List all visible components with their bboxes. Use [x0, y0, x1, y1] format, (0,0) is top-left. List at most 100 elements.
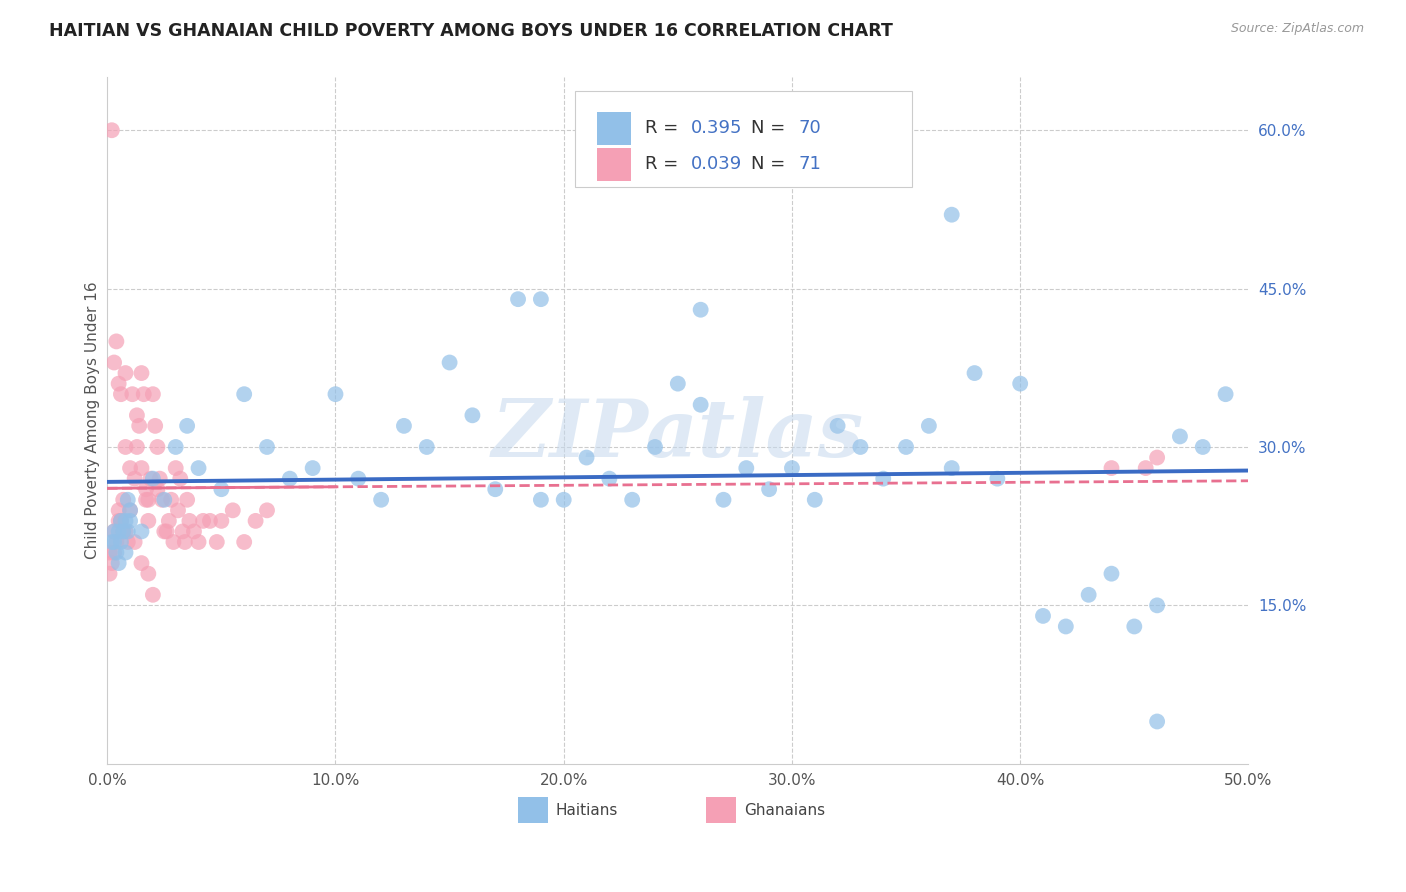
Point	[167, 503, 190, 517]
Point	[179, 514, 201, 528]
Point	[1191, 440, 1213, 454]
Point	[1146, 599, 1168, 613]
Point	[153, 492, 176, 507]
Point	[121, 387, 143, 401]
Point	[176, 418, 198, 433]
Point	[114, 366, 136, 380]
Point	[142, 387, 165, 401]
Point	[128, 418, 150, 433]
Point	[136, 492, 159, 507]
Point	[689, 302, 711, 317]
Point	[187, 461, 209, 475]
Point	[103, 524, 125, 539]
Point	[1146, 450, 1168, 465]
Point	[101, 123, 124, 137]
Point	[963, 366, 986, 380]
Point	[110, 514, 132, 528]
Point	[165, 440, 187, 454]
Point	[98, 566, 121, 581]
Point	[1168, 429, 1191, 443]
Point	[120, 514, 142, 528]
Point	[107, 503, 129, 517]
Point	[392, 418, 415, 433]
Text: 70: 70	[799, 120, 821, 137]
Point	[114, 440, 136, 454]
Point	[117, 524, 139, 539]
FancyBboxPatch shape	[706, 797, 735, 823]
Point	[198, 514, 221, 528]
Text: HAITIAN VS GHANAIAN CHILD POVERTY AMONG BOYS UNDER 16 CORRELATION CHART: HAITIAN VS GHANAIAN CHILD POVERTY AMONG …	[49, 22, 893, 40]
Point	[125, 440, 148, 454]
Point	[209, 482, 232, 496]
Point	[125, 409, 148, 423]
Point	[461, 409, 484, 423]
Point	[150, 492, 173, 507]
Point	[416, 440, 439, 454]
Text: ZIPatlas: ZIPatlas	[492, 395, 863, 473]
Point	[941, 208, 963, 222]
Point	[1077, 588, 1099, 602]
Point	[689, 398, 711, 412]
Point	[114, 514, 136, 528]
Point	[143, 418, 166, 433]
Point	[598, 472, 620, 486]
Point	[160, 492, 183, 507]
Point	[136, 566, 159, 581]
FancyBboxPatch shape	[575, 91, 911, 187]
Point	[173, 535, 195, 549]
Point	[666, 376, 689, 391]
Point	[1146, 714, 1168, 729]
Point	[347, 472, 370, 486]
Point	[530, 492, 553, 507]
Point	[575, 450, 598, 465]
Point	[155, 524, 177, 539]
Point	[124, 472, 146, 486]
Text: Ghanaians: Ghanaians	[744, 803, 825, 818]
Point	[120, 503, 142, 517]
Text: 71: 71	[799, 155, 821, 173]
Point	[135, 492, 157, 507]
Point	[1101, 566, 1123, 581]
Point	[117, 535, 139, 549]
Point	[120, 503, 142, 517]
Point	[484, 482, 506, 496]
Point	[222, 503, 245, 517]
Point	[187, 535, 209, 549]
Point	[1010, 376, 1032, 391]
Point	[176, 492, 198, 507]
Point	[439, 355, 461, 369]
Point	[553, 492, 575, 507]
Point	[918, 418, 941, 433]
Y-axis label: Child Poverty Among Boys Under 16: Child Poverty Among Boys Under 16	[86, 282, 100, 559]
Point	[256, 503, 278, 517]
Point	[142, 588, 165, 602]
Point	[117, 492, 139, 507]
Point	[105, 535, 128, 549]
Point	[162, 535, 184, 549]
Point	[780, 461, 803, 475]
Point	[146, 482, 169, 496]
Point	[872, 472, 894, 486]
Point	[98, 545, 121, 559]
Point	[301, 461, 323, 475]
Point	[131, 366, 153, 380]
Point	[165, 461, 187, 475]
Point	[110, 387, 132, 401]
Text: R =: R =	[645, 155, 683, 173]
Point	[107, 376, 129, 391]
Point	[233, 387, 256, 401]
Text: N =: N =	[751, 155, 790, 173]
Point	[107, 514, 129, 528]
Point	[827, 418, 849, 433]
Point	[101, 535, 124, 549]
Point	[1054, 619, 1077, 633]
Point	[136, 514, 159, 528]
Point	[124, 535, 146, 549]
Point	[278, 472, 301, 486]
Text: 0.395: 0.395	[690, 120, 742, 137]
Point	[132, 387, 155, 401]
Point	[735, 461, 758, 475]
Point	[205, 535, 228, 549]
Point	[209, 514, 232, 528]
FancyBboxPatch shape	[596, 148, 631, 181]
